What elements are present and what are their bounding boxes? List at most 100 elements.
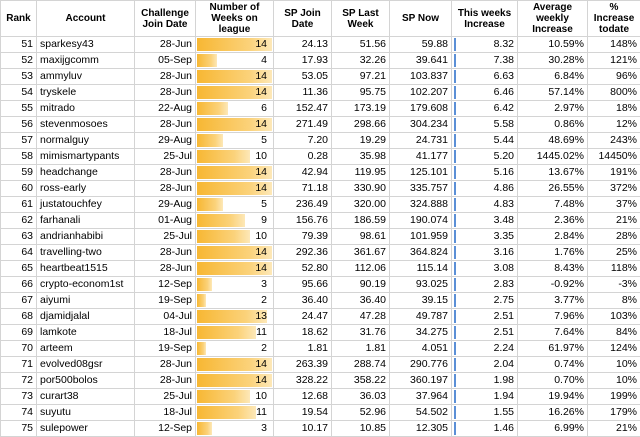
pct-increase-cell: 28% (588, 229, 640, 245)
weeks-value: 14 (199, 69, 270, 84)
weeks-value: 10 (199, 389, 270, 404)
avg-weekly-increase-cell: 1445.02% (518, 149, 588, 165)
weeks-value: 14 (199, 37, 270, 52)
weeks-value: 3 (199, 421, 270, 436)
sp-last-cell: 47.28 (332, 309, 390, 325)
account-cell: tryskele (37, 85, 135, 101)
avg-weekly-increase-cell: 7.96% (518, 309, 588, 325)
avg-weekly-increase-cell: 1.76% (518, 245, 588, 261)
sp-last-cell: 32.26 (332, 53, 390, 69)
table-header: Rank Account Challenge Join Date Number … (1, 1, 640, 37)
this-week-increase-cell: 5.16 (452, 165, 518, 181)
this-week-increase-cell: 2.24 (452, 341, 518, 357)
rank-cell: 58 (1, 149, 37, 165)
header-sp-last: SP Last Week (332, 1, 390, 37)
sp-last-cell: 31.76 (332, 325, 390, 341)
sp-last-cell: 98.61 (332, 229, 390, 245)
pct-increase-cell: 199% (588, 389, 640, 405)
pct-increase-cell: 25% (588, 245, 640, 261)
sp-last-cell: 173.19 (332, 101, 390, 117)
this-week-increase-cell: 2.83 (452, 277, 518, 293)
sp-join-cell: 24.47 (274, 309, 332, 325)
this-week-increase-cell: 8.32 (452, 37, 518, 53)
avg-weekly-increase-cell: 61.97% (518, 341, 588, 357)
account-cell: justatouchfey (37, 197, 135, 213)
pct-increase-cell: 14450% (588, 149, 640, 165)
weeks-value: 14 (199, 261, 270, 276)
this-week-increase-cell: 4.86 (452, 181, 518, 197)
header-this-week-increase: This weeks Increase (452, 1, 518, 37)
sp-join-cell: 292.36 (274, 245, 332, 261)
avg-weekly-increase-cell: 10.59% (518, 37, 588, 53)
avg-weekly-increase-cell: 2.84% (518, 229, 588, 245)
rank-cell: 72 (1, 373, 37, 389)
account-cell: crypto-econom1st (37, 277, 135, 293)
weeks-value: 14 (199, 357, 270, 372)
rank-cell: 70 (1, 341, 37, 357)
weeks-cell: 14 (196, 69, 274, 85)
header-sp-join: SP Join Date (274, 1, 332, 37)
sp-now-cell: 41.177 (390, 149, 452, 165)
pct-increase-cell: 118% (588, 261, 640, 277)
rank-cell: 73 (1, 389, 37, 405)
join-date-cell: 28-Jun (135, 357, 196, 373)
join-date-cell: 28-Jun (135, 85, 196, 101)
sp-join-cell: 271.49 (274, 117, 332, 133)
weeks-value: 14 (199, 165, 270, 180)
sp-join-cell: 19.54 (274, 405, 332, 421)
sp-now-cell: 125.101 (390, 165, 452, 181)
join-date-cell: 28-Jun (135, 37, 196, 53)
weeks-value: 10 (199, 229, 270, 244)
weeks-cell: 11 (196, 405, 274, 421)
sp-now-cell: 102.207 (390, 85, 452, 101)
avg-weekly-increase-cell: 16.26% (518, 405, 588, 421)
pct-increase-cell: 243% (588, 133, 640, 149)
account-cell: andrianhabibi (37, 229, 135, 245)
join-date-cell: 28-Jun (135, 69, 196, 85)
sp-now-cell: 103.837 (390, 69, 452, 85)
avg-weekly-increase-cell: 7.48% (518, 197, 588, 213)
sp-join-cell: 42.94 (274, 165, 332, 181)
weeks-cell: 14 (196, 373, 274, 389)
weeks-value: 4 (199, 53, 270, 68)
rank-cell: 68 (1, 309, 37, 325)
rank-cell: 67 (1, 293, 37, 309)
rank-cell: 57 (1, 133, 37, 149)
account-cell: heartbeat1515 (37, 261, 135, 277)
this-week-increase-cell: 3.08 (452, 261, 518, 277)
weeks-cell: 14 (196, 181, 274, 197)
sp-now-cell: 190.074 (390, 213, 452, 229)
rank-cell: 74 (1, 405, 37, 421)
pct-increase-cell: 21% (588, 213, 640, 229)
weeks-cell: 10 (196, 389, 274, 405)
avg-weekly-increase-cell: 2.36% (518, 213, 588, 229)
sp-now-cell: 364.824 (390, 245, 452, 261)
pct-increase-cell: 800% (588, 85, 640, 101)
weeks-value: 13 (199, 309, 270, 324)
join-date-cell: 05-Sep (135, 53, 196, 69)
join-date-cell: 28-Jun (135, 117, 196, 133)
pct-increase-cell: 179% (588, 405, 640, 421)
avg-weekly-increase-cell: 3.77% (518, 293, 588, 309)
this-week-increase-cell: 2.51 (452, 309, 518, 325)
sp-last-cell: 51.56 (332, 37, 390, 53)
account-cell: travelling-two (37, 245, 135, 261)
weeks-value: 14 (199, 181, 270, 196)
weeks-cell: 14 (196, 37, 274, 53)
sp-now-cell: 24.731 (390, 133, 452, 149)
account-cell: maxijgcomm (37, 53, 135, 69)
account-cell: stevenmosoes (37, 117, 135, 133)
join-date-cell: 29-Aug (135, 197, 196, 213)
weeks-value: 6 (199, 101, 270, 116)
sp-now-cell: 59.88 (390, 37, 452, 53)
weeks-value: 14 (199, 373, 270, 388)
sp-last-cell: 358.22 (332, 373, 390, 389)
rank-cell: 53 (1, 69, 37, 85)
rank-cell: 51 (1, 37, 37, 53)
